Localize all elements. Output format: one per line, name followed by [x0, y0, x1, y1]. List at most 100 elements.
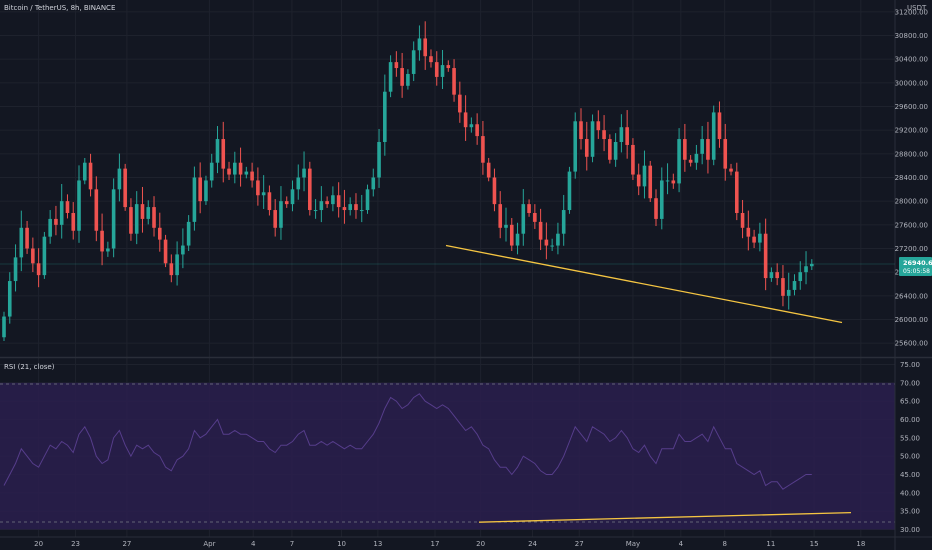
candle-body	[521, 204, 526, 234]
candle-body	[584, 139, 589, 157]
candle-body	[533, 213, 537, 222]
candle-body	[406, 73, 410, 86]
candle-body	[238, 162, 243, 175]
symbol-title[interactable]: Bitcoin / TetherUS, 8h, BINANCE	[4, 4, 115, 12]
candle-body	[625, 127, 629, 145]
candle-body	[677, 139, 681, 184]
candle-body	[325, 201, 329, 205]
price-tag-countdown: 05:05:58	[903, 268, 930, 275]
rsi-tick-label: 70.00	[900, 379, 920, 387]
candle-body	[608, 139, 612, 160]
price-tick-label: 30000.00	[895, 79, 928, 87]
rsi-tick-label: 30.00	[900, 526, 920, 534]
candle-body	[758, 233, 762, 243]
candle-body	[2, 316, 6, 338]
candle-body	[423, 38, 428, 57]
time-tick-label: 27	[122, 540, 131, 548]
rsi-trendline[interactable]	[478, 511, 852, 523]
candle-body	[810, 263, 814, 267]
currency-label: USDT	[907, 4, 927, 12]
candle-body	[486, 162, 491, 178]
rsi-tick-label: 40.00	[900, 489, 920, 497]
candle-body	[613, 142, 618, 160]
candle-body	[688, 159, 693, 163]
candle-body	[71, 213, 76, 231]
candle-body	[123, 168, 127, 208]
candle-body	[192, 177, 197, 222]
candle-body	[77, 180, 81, 231]
candle-body	[411, 50, 416, 74]
candle-body	[475, 124, 479, 137]
candle-body	[383, 91, 387, 142]
candle-body	[561, 210, 566, 234]
candle-body	[492, 177, 497, 205]
candle-body	[804, 266, 808, 273]
candle-body	[65, 201, 70, 213]
candle-body	[308, 168, 312, 211]
time-tick-label: 20	[476, 540, 485, 548]
candle-body	[256, 180, 260, 196]
candle-body	[209, 162, 214, 181]
time-axis[interactable]: 20 23 27 Apr 4 7 10 13 17 20 24 27 May 4 8 11 15 18	[34, 540, 865, 548]
candle-body	[567, 171, 572, 211]
rsi-line	[3, 393, 812, 490]
time-tick-label: 27	[575, 540, 584, 548]
candle-body	[36, 263, 41, 276]
candle-body	[319, 201, 324, 211]
candle-body	[538, 221, 543, 240]
price-tick-label: 29600.00	[895, 103, 928, 111]
candle-body	[579, 121, 583, 140]
price-tick-label: 27200.00	[895, 245, 928, 253]
candle-body	[273, 210, 277, 228]
rsi-tick-label: 75.00	[900, 361, 920, 369]
time-tick-label: 4	[251, 540, 256, 548]
rsi-tick-label: 60.00	[900, 416, 920, 424]
candle-body	[233, 162, 237, 175]
candle-body	[175, 254, 179, 276]
candle-body	[746, 227, 751, 237]
time-tick-label: 17	[431, 540, 440, 548]
rsi-band	[0, 382, 895, 530]
candle-body	[602, 130, 606, 140]
candle-body	[215, 139, 220, 163]
time-tick-label: 15	[810, 540, 819, 548]
candle-body	[342, 207, 347, 211]
rsi-title[interactable]: RSI (21, close)	[4, 363, 55, 371]
candle-body	[590, 121, 595, 157]
candle-body	[54, 218, 58, 225]
candle-body	[596, 121, 601, 131]
candle-body	[763, 233, 768, 279]
candle-body	[648, 165, 653, 199]
candle-body	[25, 227, 29, 249]
candle-body	[221, 139, 226, 169]
candle-body	[429, 56, 433, 63]
candle-body	[723, 139, 728, 169]
candle-body	[659, 180, 664, 219]
time-tick-label: 8	[722, 540, 726, 548]
time-tick-label: 7	[290, 540, 294, 548]
candle-body	[284, 201, 289, 205]
candle-body	[544, 239, 549, 246]
rsi-axis[interactable]: 30.00 35.00 40.00 45.00 50.00 55.00 60.00 65.00…	[900, 361, 920, 534]
price-axis[interactable]: 25600.0026000.0026400.0026800.0027200.00…	[895, 8, 928, 347]
candle-body	[354, 204, 358, 211]
candle-body	[446, 65, 451, 69]
candle-body	[365, 189, 370, 211]
candle-body	[654, 198, 658, 219]
candle-body	[227, 168, 231, 175]
time-tick-label: Apr	[203, 540, 215, 548]
rsi-tick-label: 50.00	[900, 453, 920, 461]
candle-body	[434, 62, 439, 77]
price-tick-label: 30800.00	[895, 32, 928, 40]
candle-body	[440, 65, 445, 77]
price-tick-label: 29200.00	[895, 127, 928, 135]
rsi-tick-label: 65.00	[900, 398, 920, 406]
price-trendline[interactable]	[445, 244, 843, 324]
candle-body	[106, 248, 110, 252]
price-tick-label: 28800.00	[895, 150, 928, 158]
candle-body	[556, 233, 560, 246]
candle-body	[198, 177, 202, 202]
price-tick-label: 26000.00	[895, 316, 928, 324]
candle-body	[336, 195, 341, 208]
